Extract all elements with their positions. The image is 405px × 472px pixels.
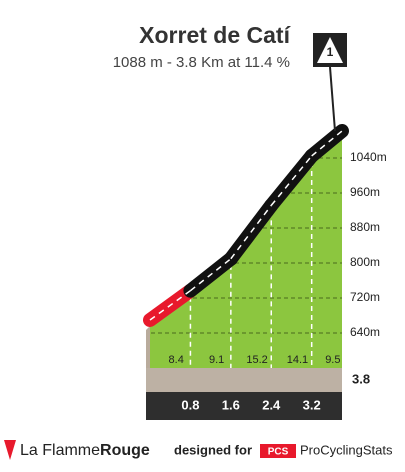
- pcs-logo: PCS: [268, 447, 289, 458]
- y-tick-label: 800m: [350, 255, 380, 269]
- y-tick-label: 720m: [350, 290, 380, 304]
- distance-label: 3.2: [303, 397, 321, 412]
- road-segment: [304, 124, 349, 163]
- logo-flag: [4, 440, 16, 460]
- badge-label: 1: [327, 45, 334, 59]
- chart-title: Xorret de Catí: [139, 22, 291, 48]
- distance-label: 1.6: [222, 397, 240, 412]
- finish-pole: [329, 66, 336, 132]
- road-center: [189, 258, 232, 292]
- brand-a: La Flamme: [20, 442, 100, 459]
- elevation-area: [150, 137, 342, 368]
- brand: La FlammeRouge: [20, 442, 150, 459]
- gradient-label: 8.4: [169, 354, 184, 366]
- y-tick-label: 1040m: [350, 150, 387, 164]
- total-distance-label: 3.8: [352, 371, 370, 386]
- road-segment: [264, 148, 319, 213]
- road-center: [230, 204, 272, 260]
- y-tick-label: 960m: [350, 185, 380, 199]
- road-center: [149, 290, 191, 321]
- chart-subtitle: 1088 m - 3.8 Km at 11.4 %: [113, 54, 290, 71]
- y-tick-label: 880m: [350, 220, 380, 234]
- gradient-band: [146, 368, 342, 392]
- designed-for: designed for: [174, 442, 252, 457]
- gradient-label: 9.1: [209, 354, 224, 366]
- distance-label: 0.8: [181, 397, 199, 412]
- distance-label: 2.4: [262, 397, 281, 412]
- brand-b: Rouge: [100, 442, 150, 459]
- gradient-label: 15.2: [246, 354, 267, 366]
- gradient-label: 9.5: [325, 354, 340, 366]
- badge-icon: [317, 37, 343, 63]
- side-wall: [146, 326, 150, 368]
- distance-band: [146, 392, 342, 420]
- site-name: ProCyclingStats: [300, 442, 393, 457]
- y-tick-label: 640m: [350, 325, 380, 339]
- gradient-label: 14.1: [287, 354, 308, 366]
- pcs-box: [260, 444, 296, 458]
- footer: La FlammeRouge designed for PCS ProCycli…: [4, 440, 393, 460]
